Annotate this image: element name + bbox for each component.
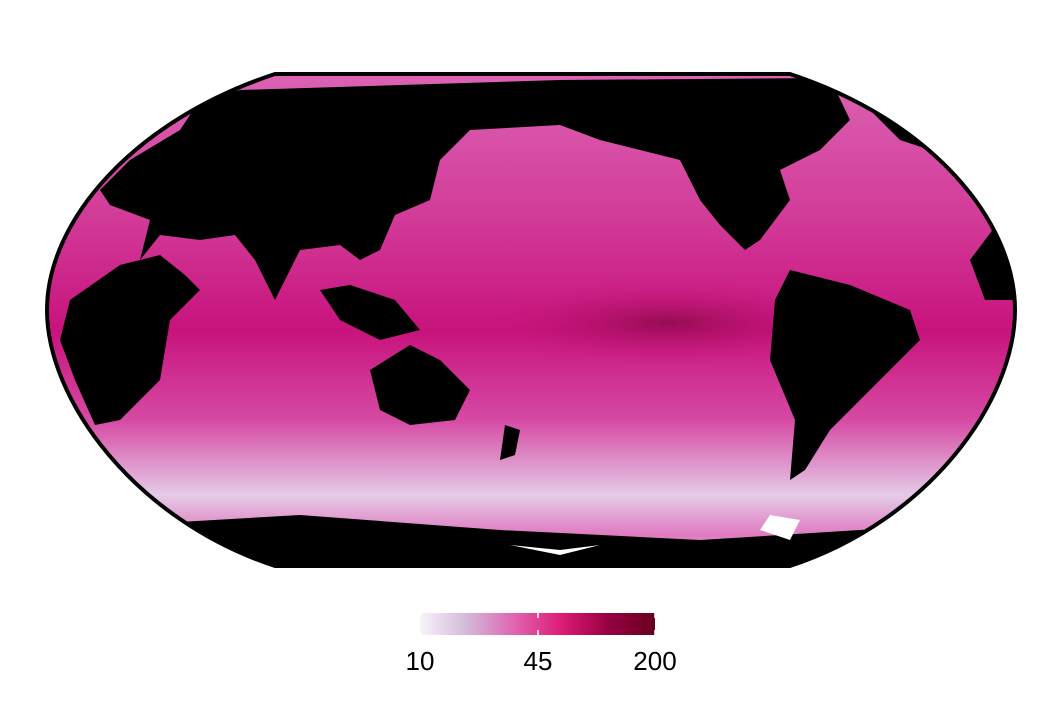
colorbar-tick-label: 45 [524,646,553,676]
colorbar [420,613,655,635]
colorbar-tick-label: 10 [406,646,435,676]
map-border [44,72,1018,568]
map [47,74,1015,566]
colorbar-tick-label: 200 [633,646,676,676]
ocean-shade [320,250,920,390]
ice [510,515,800,555]
